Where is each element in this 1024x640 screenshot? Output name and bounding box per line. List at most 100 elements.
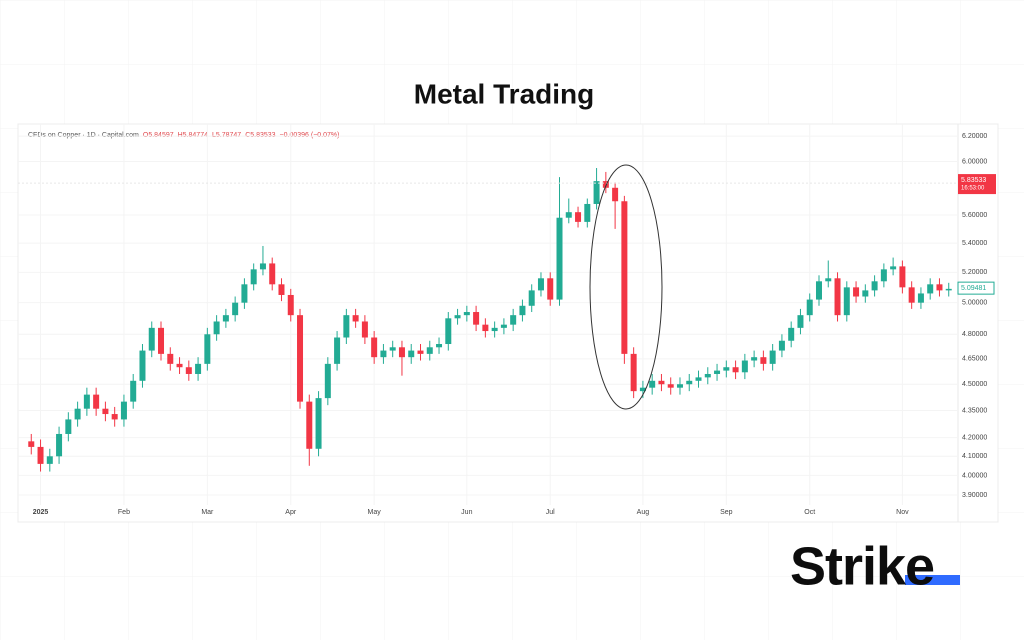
candle-body	[482, 324, 489, 332]
candle-body	[185, 367, 192, 374]
candle-body	[565, 212, 572, 218]
candle-body	[167, 353, 174, 364]
candle-body	[797, 315, 804, 328]
chart-frame	[17, 123, 999, 523]
plot: 6.20000 6.00000 5.60000 5.40000 5.20000 5.000…	[18, 124, 996, 516]
chart-title: Metal Trading	[414, 78, 594, 109]
logo-accent	[905, 575, 960, 585]
y-tick-label: 4.00000	[962, 472, 987, 479]
x-tick-label: Feb	[118, 509, 130, 516]
candle-body	[880, 269, 887, 282]
highlight-ellipse	[589, 164, 663, 410]
candle-body	[454, 315, 461, 319]
candle-body	[204, 334, 211, 364]
candle-body	[936, 284, 943, 291]
candle-body	[751, 357, 758, 361]
marker-price-label: 5.09481	[961, 285, 986, 292]
y-tick-label: 5.20000	[962, 269, 987, 276]
x-tick-label: Sep	[720, 509, 733, 516]
candle-body	[380, 350, 387, 358]
candle-body	[148, 327, 155, 351]
candle-body	[352, 315, 359, 322]
y-tick-label: 4.50000	[962, 381, 987, 388]
candle-body	[621, 201, 628, 354]
candle-body	[704, 373, 711, 378]
candle-body	[176, 363, 183, 368]
x-tick-label: Nov	[896, 509, 909, 516]
candle-body	[158, 327, 165, 354]
candle-body	[259, 263, 266, 270]
candle-body	[825, 278, 832, 282]
candle-body	[398, 347, 405, 358]
candle-body	[408, 350, 415, 358]
x-tick-label: Oct	[804, 509, 815, 516]
candle-body	[195, 363, 202, 374]
candle-body	[639, 387, 646, 392]
candle-body	[945, 288, 952, 291]
candle-body	[417, 350, 424, 354]
candle-body	[278, 284, 285, 295]
y-tick-label: 4.10000	[962, 453, 987, 460]
candle-body	[389, 347, 396, 351]
y-tick-label: 5.00000	[962, 300, 987, 307]
candle-body	[732, 367, 739, 373]
y-tick-label: 4.35000	[962, 407, 987, 414]
candle-body	[334, 337, 341, 364]
candle-body	[695, 377, 702, 381]
candle-body	[120, 401, 127, 420]
candle-body	[269, 263, 276, 285]
last-price-label: 5.83533	[961, 177, 986, 184]
candle-body	[917, 293, 924, 303]
candle-body	[528, 290, 535, 306]
candle-body	[649, 380, 656, 388]
candle-body	[287, 294, 294, 316]
candle-body	[760, 357, 767, 364]
ohlc-open: O5.84597	[143, 132, 174, 139]
candle-body	[65, 419, 72, 434]
candle-body	[37, 446, 44, 464]
marker-price-tag	[957, 281, 995, 295]
candle-body	[862, 290, 869, 297]
candle-body	[426, 347, 433, 354]
candle-body	[473, 312, 480, 325]
ohlc-low: L5.78747	[212, 132, 241, 139]
candle-body	[28, 441, 35, 447]
x-tick-label: Jul	[546, 509, 555, 516]
y-tick-label: 6.20000	[962, 133, 987, 140]
candle-body	[899, 266, 906, 288]
candle-body	[46, 456, 53, 464]
candle-body	[130, 380, 137, 402]
candle-body	[306, 401, 313, 449]
candle-body	[556, 217, 563, 300]
logo: Strike	[790, 536, 934, 596]
y-tick-label: 4.65000	[962, 356, 987, 363]
ohlc-high: H5.84774	[178, 132, 208, 139]
y-tick-label: 5.40000	[962, 240, 987, 247]
candle-body	[575, 212, 582, 222]
candle-body	[324, 363, 331, 399]
candle-body	[593, 181, 600, 204]
candle-body	[83, 394, 90, 409]
candle-body	[686, 380, 693, 385]
candle-body	[815, 281, 822, 300]
candle-body	[871, 281, 878, 291]
candle-body	[778, 340, 785, 351]
y-tick-label: 5.60000	[962, 212, 987, 219]
candle-body	[927, 284, 934, 294]
candle-body	[806, 299, 813, 316]
candle-body	[612, 187, 619, 202]
candle-body	[519, 305, 526, 316]
y-tick-label: 3.90000	[962, 492, 987, 499]
candle-body	[445, 318, 452, 345]
legend-line: CFDs on Copper · 1D · Capital.com O5.8459…	[28, 132, 339, 139]
candle-body	[102, 408, 109, 415]
candle-body	[741, 360, 748, 373]
candle-body	[769, 350, 776, 364]
y-tick-label: 4.20000	[962, 434, 987, 441]
candle-body	[213, 321, 220, 335]
candle-body	[222, 315, 229, 322]
candle-body	[315, 398, 322, 449]
candle-body	[343, 315, 350, 338]
candle-body	[714, 370, 721, 374]
